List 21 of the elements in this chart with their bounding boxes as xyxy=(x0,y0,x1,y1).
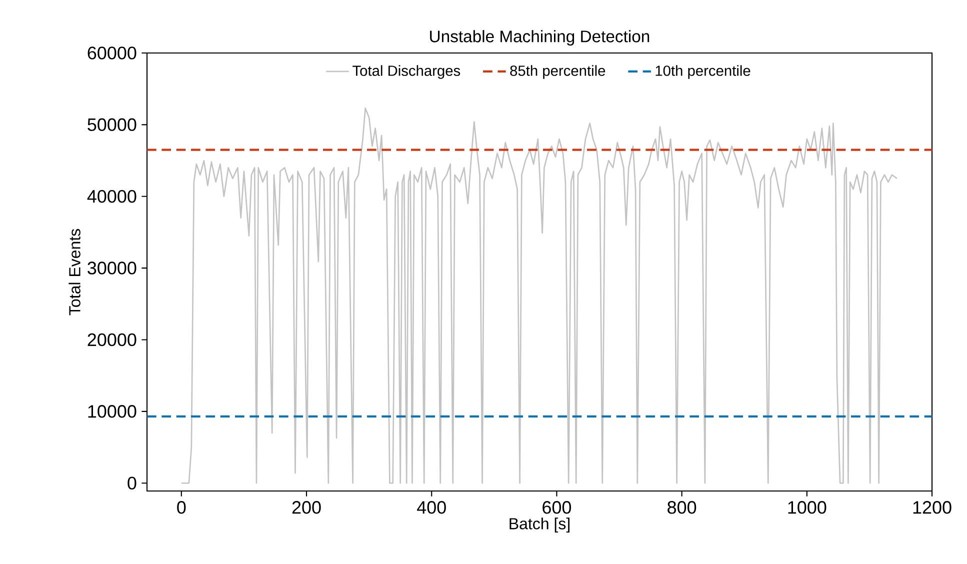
legend-label: Total Discharges xyxy=(352,65,460,79)
y-tick-label: 0 xyxy=(128,476,136,490)
x-axis-title: Batch [s] xyxy=(510,518,570,533)
y-tick-label: 60000 xyxy=(88,46,136,60)
legend-label: 10th percentile xyxy=(656,65,750,79)
x-tick-label: 800 xyxy=(668,501,696,514)
y-axis-title: Total Events xyxy=(68,229,80,316)
x-tick-label: 200 xyxy=(292,501,321,514)
line-series xyxy=(180,108,898,484)
y-tick-label: 40000 xyxy=(87,190,136,203)
chart-title: Unstable Machining Detection xyxy=(430,30,650,46)
y-tick-label: 10000 xyxy=(88,405,136,418)
x-tick-label: 1200 xyxy=(913,501,952,514)
y-tick-label: 30000 xyxy=(88,262,136,274)
x-tick-label: 400 xyxy=(417,501,446,514)
y-tick-label: 50000 xyxy=(88,118,136,132)
x-tick-label: 0 xyxy=(177,501,186,514)
x-tick-label: 1000 xyxy=(788,501,826,514)
x-tick-label: 600 xyxy=(542,501,572,514)
legend-label: 85th percentile xyxy=(510,65,606,79)
y-tick-label: 20000 xyxy=(88,333,136,346)
